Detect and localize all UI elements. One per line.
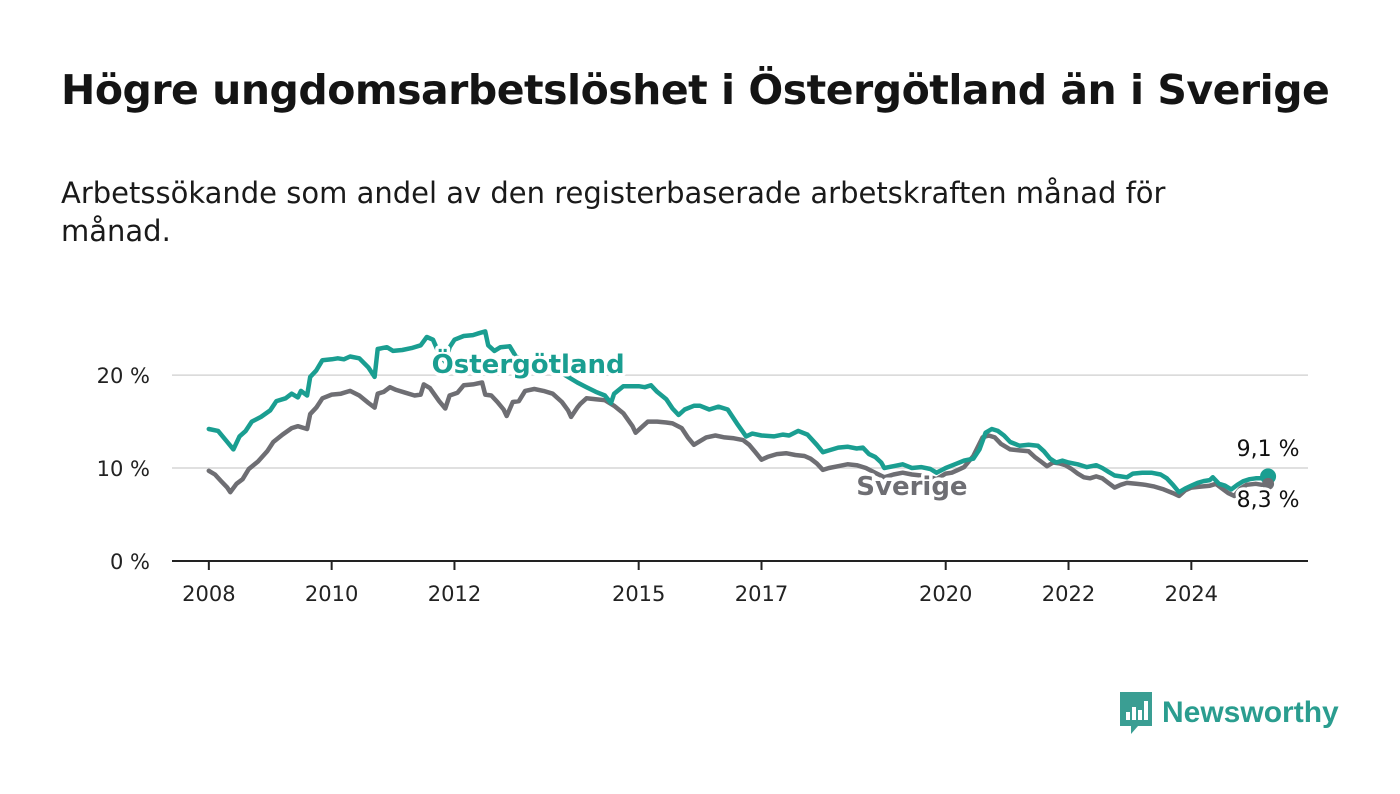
x-tick-label: 2017 (735, 582, 788, 606)
series-labels: Östergötland Sverige 9,1 % 8,3 % (428, 344, 1302, 516)
y-tick-label: 20 % (97, 364, 150, 388)
x-tick-label: 2010 (305, 582, 358, 606)
x-axis-tick-labels: 2008 2010 2012 2015 2017 2020 2022 2024 (182, 582, 1218, 606)
series-line-sverige (206, 380, 1271, 499)
newsworthy-logo-icon (1120, 692, 1152, 734)
x-tick-label: 2012 (428, 582, 481, 606)
brand-logo: Newsworthy (1118, 689, 1339, 737)
series-end-value-label: 9,1 % (1237, 437, 1300, 462)
x-tick-label: 2008 (182, 582, 235, 606)
brand-name: Newsworthy (1162, 696, 1339, 729)
y-tick-label: 0 % (110, 550, 150, 574)
line-chart: 0 % 10 % 20 % 2008 2010 2012 2015 2017 2020 2022… (97, 329, 1308, 606)
x-tick-label: 2020 (919, 582, 972, 606)
series-end-value-label: 8,3 % (1237, 488, 1300, 513)
y-axis-tick-labels: 0 % 10 % 20 % (97, 364, 150, 574)
series-end-point (1262, 477, 1275, 490)
chart-subtitle: Arbetssökande som andel av den registerb… (61, 176, 1166, 248)
chart-title: Högre ungdomsarbetslöshet i Östergötland… (61, 66, 1330, 114)
x-tick-label: 2022 (1042, 582, 1095, 606)
series-name-label: Sverige (856, 472, 967, 502)
series-lines (206, 329, 1277, 499)
gridlines (172, 374, 1308, 469)
series-line-ostergotland (206, 329, 1271, 495)
x-tick-label: 2024 (1165, 582, 1218, 606)
x-tick-label: 2015 (612, 582, 665, 606)
x-axis (172, 560, 1308, 570)
series-name-label: Östergötland (432, 347, 625, 380)
y-tick-label: 10 % (97, 457, 150, 481)
